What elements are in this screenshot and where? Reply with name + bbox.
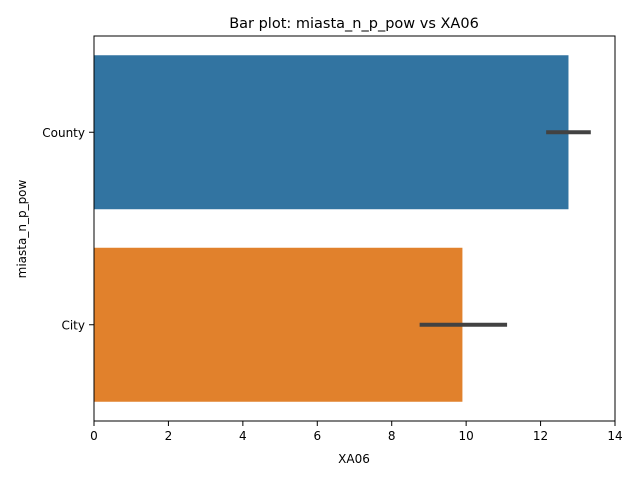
plot-area [94, 55, 591, 402]
plot-frame [93, 35, 616, 422]
x-tick-label: 10 [459, 429, 474, 443]
bar-city [94, 247, 463, 402]
chart-title: Bar plot: miasta_n_p_pow vs XA06 [229, 16, 479, 32]
y-tick-label: City [61, 318, 85, 332]
x-tick-label: 4 [239, 429, 247, 443]
x-tick-label: 6 [313, 429, 321, 443]
x-axis-label: XA06 [338, 452, 370, 466]
x-tick-label: 8 [388, 429, 396, 443]
y-axis-label: miasta_n_p_pow [15, 179, 29, 278]
bar-county [94, 55, 569, 210]
x-tick-label: 2 [165, 429, 173, 443]
x-tick-label: 12 [533, 429, 548, 443]
x-tick-label: 0 [90, 429, 98, 443]
y-tick-label: County [42, 126, 85, 140]
x-tick-label: 14 [607, 429, 622, 443]
axes: County City 0 2 4 6 8 10 12 14 [42, 35, 623, 443]
